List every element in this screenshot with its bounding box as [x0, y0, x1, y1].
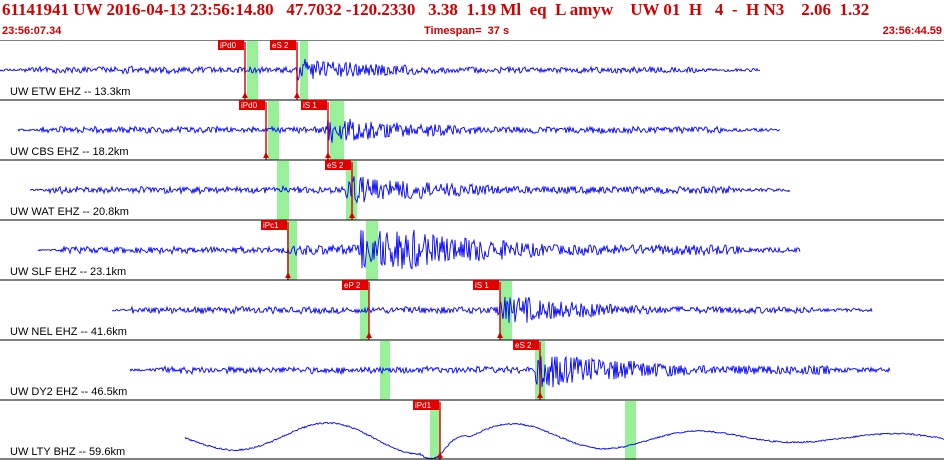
pick-label-box	[261, 220, 287, 230]
pick-arrow	[294, 92, 300, 98]
event-summary: 61141941 UW 2016-04-13 23:56:14.80 47.70…	[2, 0, 870, 19]
waveform-trace	[129, 355, 891, 388]
timespan: Timespan= 37 s	[424, 25, 510, 37]
waveform-trace	[17, 117, 781, 143]
pick-label-box	[513, 340, 539, 350]
pick-arrow	[497, 332, 503, 338]
pick-arrow	[437, 452, 443, 458]
pick-label-box	[301, 100, 327, 110]
waveform-trace	[29, 176, 791, 204]
start-time: 23:56:07.34	[2, 25, 62, 37]
pick-label-box	[239, 100, 265, 110]
pick-arrow	[349, 212, 355, 218]
pick-arrow	[325, 152, 331, 158]
pick-window	[625, 401, 636, 460]
pick-label-box	[473, 280, 499, 290]
pick-arrow	[537, 392, 543, 398]
pick-label: eS 2	[515, 341, 532, 350]
pick-window	[268, 101, 279, 160]
pick-window	[300, 41, 308, 100]
pick-label: iPc1	[263, 221, 279, 230]
station-label: UW SLF EHZ -- 23.1km	[10, 266, 126, 278]
pick-arrow	[285, 272, 291, 278]
pick-label-box	[325, 160, 351, 170]
station-label: UW LTY BHZ -- 59.6km	[10, 446, 125, 458]
station-label: UW NEL EHZ -- 41.6km	[10, 326, 127, 338]
pick-label: eS 2	[272, 41, 289, 50]
pick-label: iPd0	[241, 101, 258, 110]
station-label: UW WAT EHZ -- 20.8km	[10, 206, 129, 218]
pick-arrow	[242, 92, 248, 98]
pick-label: iPd0	[220, 41, 237, 50]
station-label: UW ETW EHZ -- 13.3km	[10, 86, 130, 98]
pick-arrow	[263, 152, 269, 158]
pick-label: eS 2	[327, 161, 344, 170]
end-time: 23:56:44.59	[882, 25, 942, 37]
waveform-trace	[184, 421, 944, 460]
pick-label: eP 2	[344, 281, 361, 290]
pick-window	[247, 41, 258, 100]
pick-label: iS 1	[303, 101, 317, 110]
pick-label-box	[270, 40, 296, 50]
station-label: UW DY2 EHZ -- 46.5km	[10, 386, 127, 398]
seismogram-panel: iPd0 eS 2 UW ETW EHZ -- 13.3km iPd0 iS 1 UW C…	[0, 40, 944, 460]
pick-label-box	[342, 280, 368, 290]
pick-window	[330, 101, 344, 160]
pick-label: iPd1	[415, 401, 432, 410]
pick-label-box	[413, 400, 439, 410]
waveform-trace	[0, 58, 761, 81]
pick-window	[366, 221, 378, 280]
pick-label-box	[218, 40, 244, 50]
station-label: UW CBS EHZ -- 18.2km	[10, 146, 129, 158]
pick-window	[277, 161, 289, 220]
pick-label: iS 1	[475, 281, 489, 290]
event-header: 61141941 UW 2016-04-13 23:56:14.80 47.70…	[0, 0, 944, 40]
waveform-trace	[111, 296, 873, 323]
pick-window	[430, 401, 440, 460]
waveform-trace	[37, 229, 801, 270]
pick-arrow	[366, 332, 372, 338]
